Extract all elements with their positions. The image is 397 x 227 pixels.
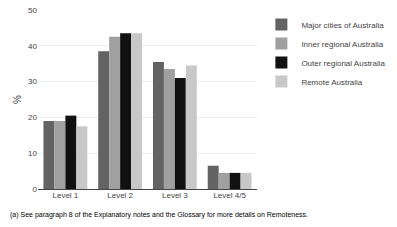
- svg-text:(a) See paragraph 8 of the Exp: (a) See paragraph 8 of the Explanatory n…: [10, 211, 308, 219]
- svg-text:%: %: [12, 95, 23, 104]
- svg-text:30: 30: [28, 77, 37, 86]
- svg-text:Inner regional Australia: Inner regional Australia: [301, 40, 383, 49]
- svg-text:0: 0: [33, 185, 38, 194]
- svg-text:10: 10: [28, 149, 37, 158]
- svg-text:Level 4/5: Level 4/5: [213, 191, 246, 200]
- svg-text:40: 40: [28, 42, 37, 51]
- svg-text:20: 20: [28, 113, 37, 122]
- svg-text:Outer regional Australia: Outer regional Australia: [301, 59, 385, 68]
- svg-text:Level 3: Level 3: [162, 191, 188, 200]
- svg-text:Major cities of Australia: Major cities of Australia: [301, 21, 384, 30]
- svg-text:Level 2: Level 2: [107, 191, 133, 200]
- svg-text:Level 1: Level 1: [52, 191, 78, 200]
- svg-text:50: 50: [28, 6, 37, 15]
- svg-text:Remote Australia: Remote Australia: [301, 78, 362, 87]
